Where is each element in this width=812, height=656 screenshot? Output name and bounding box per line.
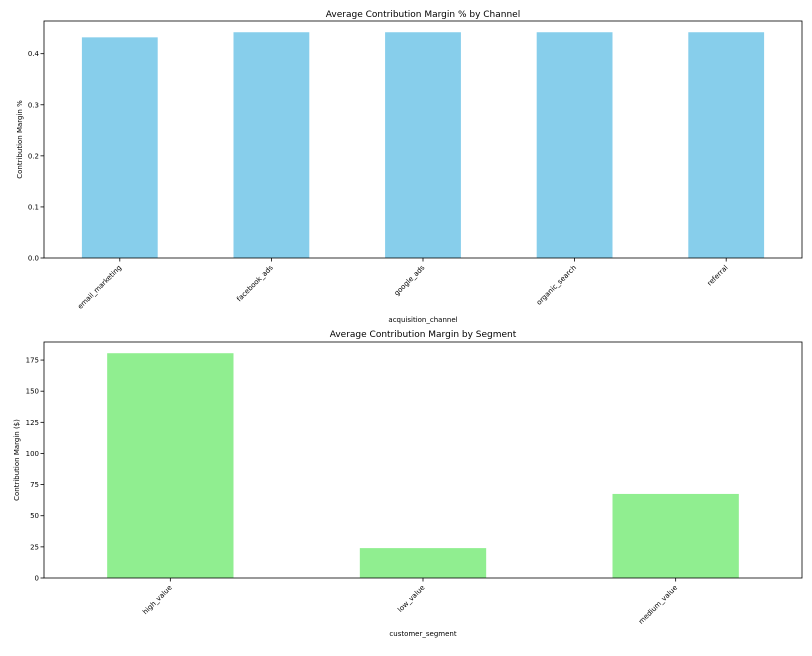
y-tick-label: 75 (30, 481, 39, 489)
x-tick-label: high_value (141, 584, 173, 616)
bar-google-ads (385, 32, 461, 259)
y-axis-label: Contribution Margin ($) (13, 419, 21, 501)
y-tick-label: 100 (26, 450, 39, 458)
x-axis-label: customer_segment (389, 630, 456, 638)
y-tick-label: 0.4 (28, 50, 40, 58)
bar-email-marketing (81, 37, 158, 259)
bar-high-value (107, 353, 234, 578)
x-tick-label: medium_value (637, 584, 679, 626)
y-tick-label: 0.3 (28, 101, 39, 109)
x-tick-label: google_ads (393, 264, 427, 298)
y-tick-label: 0.0 (28, 255, 39, 263)
x-tick-label: referral (706, 264, 730, 288)
y-axis-label: Contribution Margin % (16, 100, 24, 179)
y-tick-label: 0.1 (28, 203, 39, 211)
x-tick-label: facebook_ads (235, 264, 275, 304)
y-tick-label: 175 (26, 357, 39, 365)
chart-contribution-margin-by-segment: 0 25 50 75 100 125 150 175 high_value low_value me… (13, 330, 803, 638)
y-tick-label: 0.2 (28, 152, 39, 160)
bar-referral (688, 32, 765, 259)
x-tick-label: email_marketing (76, 264, 123, 311)
bar-medium-value (612, 493, 739, 578)
y-tick-label: 25 (30, 543, 39, 551)
bar-low-value (359, 548, 487, 578)
x-tick-label: organic_search (535, 264, 578, 307)
x-tick-label: low_value (396, 584, 426, 614)
x-axis-label: acquisition_channel (388, 316, 457, 324)
y-tick-label: 0 (35, 575, 39, 583)
bar-organic-search (536, 32, 613, 259)
chart-title: Average Contribution Margin % by Channel (326, 10, 520, 20)
y-tick-label: 125 (26, 419, 39, 427)
chart-title: Average Contribution Margin by Segment (330, 330, 517, 340)
y-tick-label: 50 (30, 512, 39, 520)
bar-facebook-ads (233, 32, 310, 259)
y-tick-label: 150 (26, 388, 39, 396)
chart-contribution-margin-by-channel: 0.0 0.1 0.2 0.3 0.4 email_marketing facebook_a… (16, 10, 803, 324)
